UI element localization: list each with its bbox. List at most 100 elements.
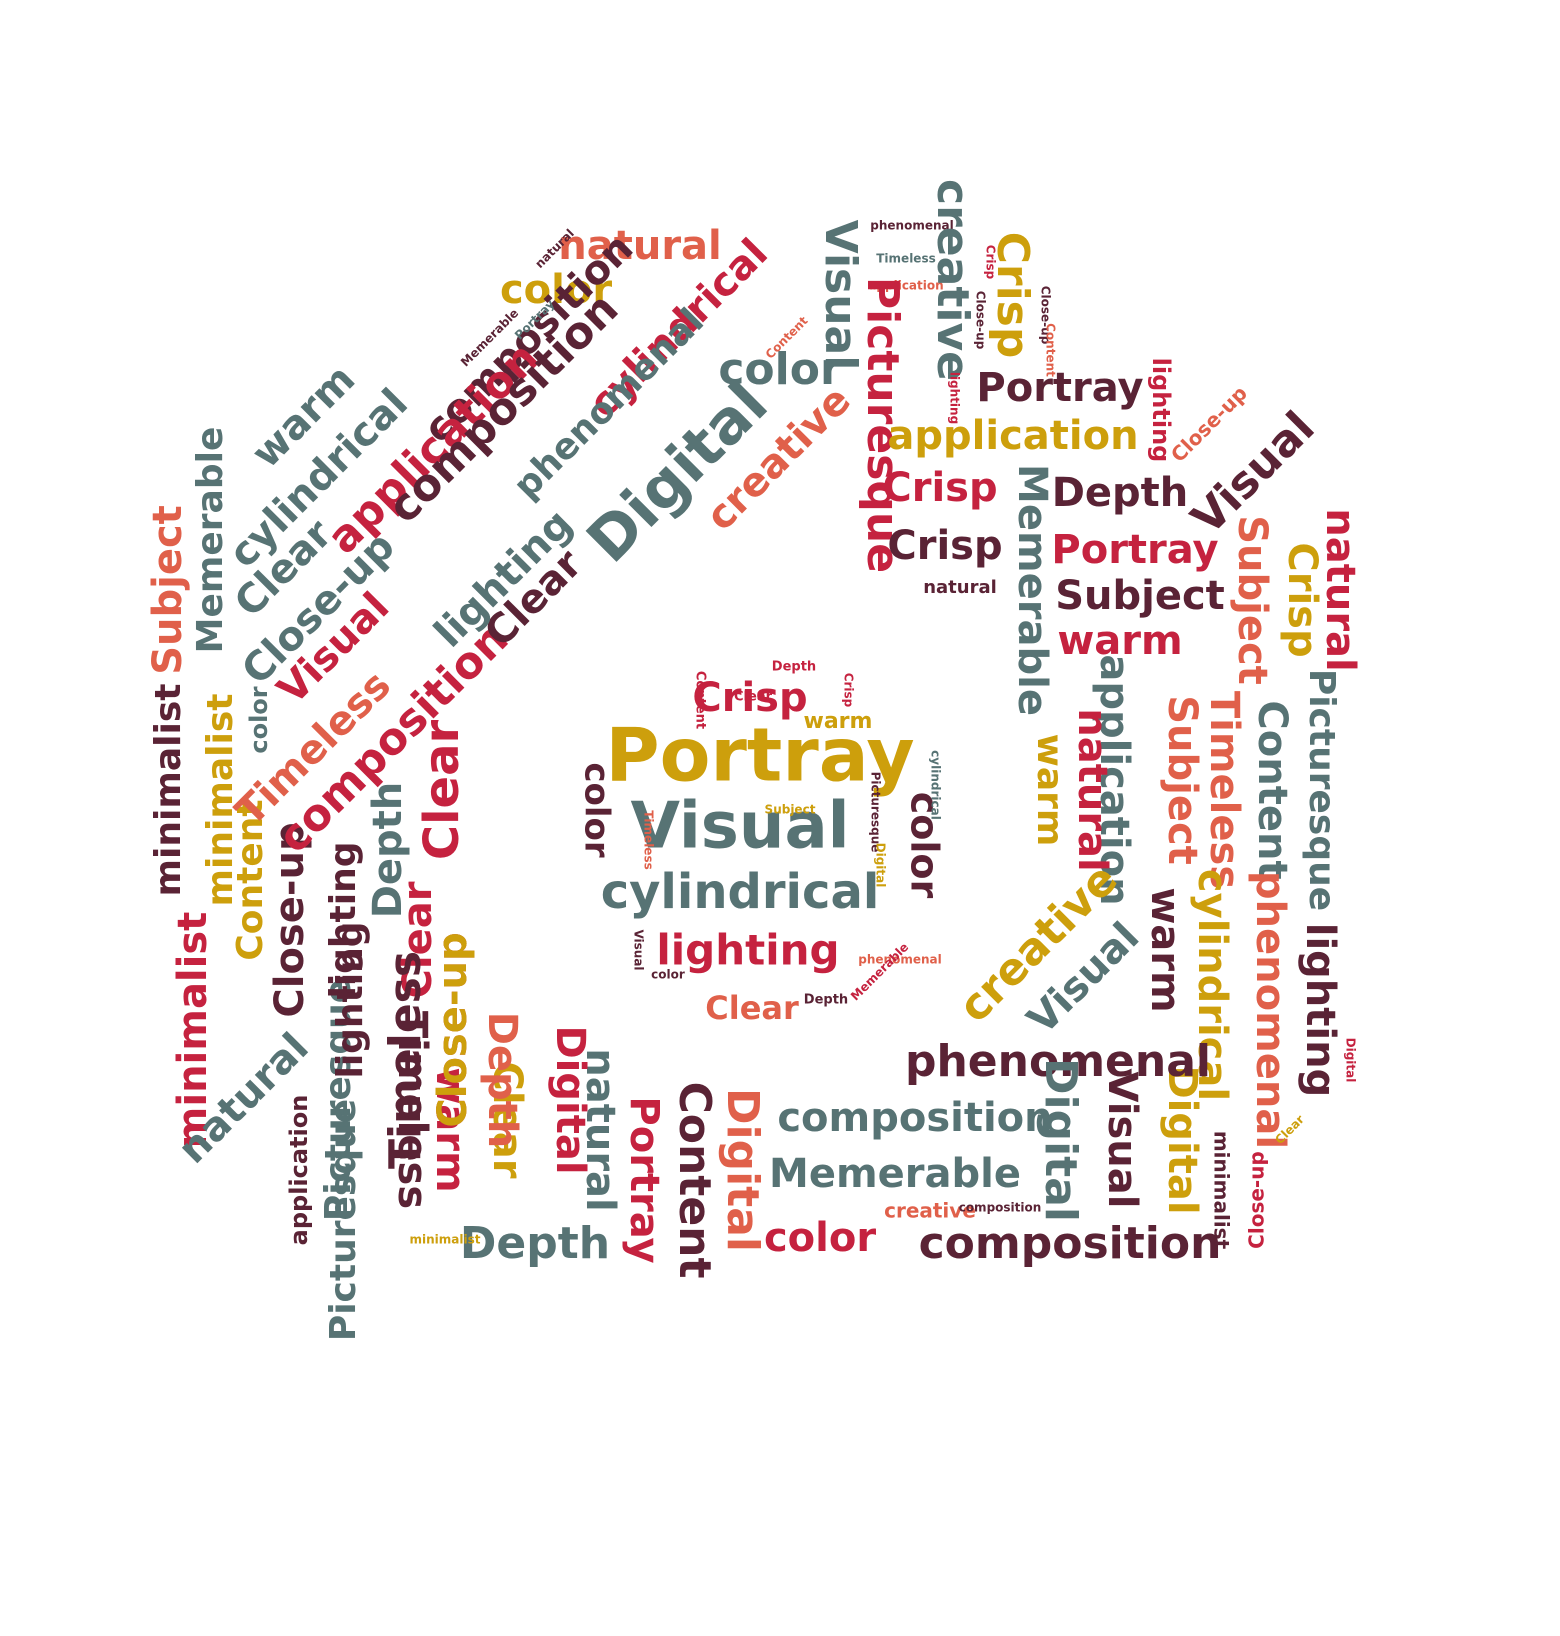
cloud-word: minimalist [200,694,241,907]
cloud-word: Memerable [848,940,911,1003]
cloud-word: Clear [395,881,441,998]
cloud-word: color [651,968,685,982]
cloud-word: warm [1057,618,1182,664]
cloud-word: Memerable [190,427,231,654]
cloud-word: Timeless [1201,691,1247,889]
cloud-word: application [887,413,1138,459]
cloud-word: color [718,344,842,395]
cloud-word: phenomenal [858,953,941,967]
cloud-word: application [285,1095,313,1246]
cloud-word: warm [1142,887,1188,1012]
cloud-word: phenomenal [870,219,953,233]
cloud-word: Timeless [642,810,656,869]
cloud-word: Digital [1035,1058,1086,1222]
cloud-word: creative [884,1199,976,1223]
cloud-word: Digital [1344,1038,1358,1083]
cloud-word: composition [959,1201,1042,1215]
cloud-word: Memerable [769,1151,1021,1197]
cloud-word: Picturesque [869,772,883,853]
cloud-word: Picturesque [323,1099,364,1341]
cloud-word: lighting [656,926,839,975]
cloud-word: Visual [815,220,866,371]
cloud-word: Crisp [842,673,856,708]
cloud-word: phenomenal [1247,871,1293,1149]
cloud-word: Digital [1159,1065,1205,1214]
cloud-word: Content [1044,323,1058,377]
cloud-word: Close-up [430,932,476,1127]
cloud-word: Timeless [389,1011,435,1209]
cloud-word: color [245,686,273,753]
cloud-word: Content [1249,700,1295,879]
cloud-word: natural [923,577,997,598]
cloud-word: Visual [630,790,849,864]
cloud-word: color [764,1215,876,1261]
cloud-word: lighting [330,921,371,1078]
cloud-word: lighting [1147,358,1175,463]
cloud-word: Crisp [1279,542,1325,657]
cloud-word: cylindrical [929,750,943,820]
cloud-word: Visual [632,929,646,970]
cloud-word: Timeless [876,252,935,266]
cloud-word: composition [777,1095,1052,1141]
cloud-word: cylindrical [601,864,880,920]
cloud-word: Portray [621,1096,667,1263]
cloud-word: Digital [717,1088,768,1252]
cloud-word: creative [927,179,978,381]
cloud-word: Picturesque [1301,669,1342,911]
cloud-word: cylindrical [1189,869,1235,1101]
cloud-word: color [577,762,617,858]
cloud-word: Visual [1099,1072,1145,1209]
cloud-word: warm [427,1067,473,1192]
cloud-word: Clear [734,690,773,705]
cloud-word: Depth [460,1218,610,1269]
cloud-word: Content [693,671,708,729]
cloud-word: minimalist [170,912,216,1149]
cloud-word: Digital [547,1025,593,1174]
cloud-word: phenomenal [905,1036,1211,1087]
cloud-word: Close-up [267,822,313,1017]
cloud-word: Subject [1159,695,1205,865]
cloud-word: Close-up [1245,1151,1269,1249]
cloud-word: Content [230,799,271,960]
cloud-word: Subject [1229,515,1275,685]
cloud-word: Subject [145,505,191,675]
cloud-word: Crisp [887,523,1002,569]
cloud-word: lighting [1297,923,1343,1097]
cloud-word: Subject [765,803,816,817]
cloud-word: composition [919,1218,1222,1269]
cloud-word: Portray [976,365,1143,411]
cloud-word: Close-up [1039,286,1053,345]
cloud-word: application [868,279,943,293]
word-group-center: PortrayVisualcylindricallightingClearCri… [577,660,947,1028]
cloud-word: Clear [414,720,470,861]
cloud-word: Memerable [1009,464,1055,716]
cloud-word: natural [1069,708,1115,872]
cloud-word: Timeless [380,951,431,1169]
cloud-word: Depth [1052,470,1189,516]
cloud-word: Clear [484,1062,530,1179]
cloud-word: Content [669,1081,720,1278]
cloud-word: lighting [948,372,962,424]
cloud-word: Portray [605,713,914,799]
cloud-word: minimalist [148,684,189,897]
cloud-word: Crisp [984,245,998,280]
cloud-word: Picturesque [857,277,908,573]
cloud-word: application [1091,654,1137,905]
cloud-word: Picturesque [318,979,359,1221]
cloud-word: minimalist [1210,1131,1234,1250]
cloud-word: natural [558,223,722,269]
cloud-word: Depth [479,1012,525,1149]
cloud-word: color [500,267,612,313]
cloud-word: color [903,792,947,899]
cloud-word: Close-up [974,291,988,350]
cloud-word: lighting [323,841,364,998]
cloud-word: Portray [1051,527,1218,573]
cloud-word: Digital [874,843,888,888]
cloud-word: Depth [365,782,411,919]
cloud-word: Crisp [882,465,997,511]
cloud-word: natural [577,1048,623,1212]
cloud-word: Subject [1055,573,1225,619]
cloud-word: Crisp [692,675,807,721]
